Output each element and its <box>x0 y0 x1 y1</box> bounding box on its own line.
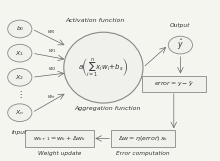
Circle shape <box>168 36 192 54</box>
Text: Error computation: Error computation <box>116 151 170 156</box>
Circle shape <box>8 44 32 62</box>
Text: $w_1$: $w_1$ <box>48 47 56 55</box>
FancyBboxPatch shape <box>25 130 94 147</box>
Text: $\vdots$: $\vdots$ <box>16 90 23 100</box>
Text: Output: Output <box>170 23 191 28</box>
Text: $w_2$: $w_2$ <box>48 66 56 73</box>
Text: Aggregation function: Aggregation function <box>75 106 141 111</box>
Text: Weight update: Weight update <box>38 151 81 156</box>
Text: $w_0$: $w_0$ <box>48 28 56 36</box>
FancyBboxPatch shape <box>111 130 175 147</box>
Circle shape <box>8 68 32 86</box>
Text: Activation function: Activation function <box>65 18 124 23</box>
Text: $w_{k+1} = w_k + \Delta w_k$: $w_{k+1} = w_k + \Delta w_k$ <box>33 134 86 143</box>
Text: $w_n$: $w_n$ <box>48 93 56 101</box>
Text: $X_2$: $X_2$ <box>15 73 24 82</box>
Text: Input: Input <box>12 130 28 135</box>
Circle shape <box>8 20 32 38</box>
Text: $error = y - \hat{y}$: $error = y - \hat{y}$ <box>154 79 194 89</box>
Text: $b_0$: $b_0$ <box>16 24 24 33</box>
Text: $X_n$: $X_n$ <box>15 108 24 117</box>
Ellipse shape <box>64 32 143 103</box>
Text: $\hat{y}$: $\hat{y}$ <box>177 38 184 52</box>
Circle shape <box>8 104 32 122</box>
Text: $a\!\left(\sum_{i=1}^{n}\!x_i w_i\!+\!b_s\right)$: $a\!\left(\sum_{i=1}^{n}\!x_i w_i\!+\!b_… <box>78 57 128 79</box>
FancyBboxPatch shape <box>142 76 206 92</box>
Text: $X_1$: $X_1$ <box>15 49 24 58</box>
Text: $\Delta w = \eta(error)\,x_k$: $\Delta w = \eta(error)\,x_k$ <box>118 134 168 143</box>
